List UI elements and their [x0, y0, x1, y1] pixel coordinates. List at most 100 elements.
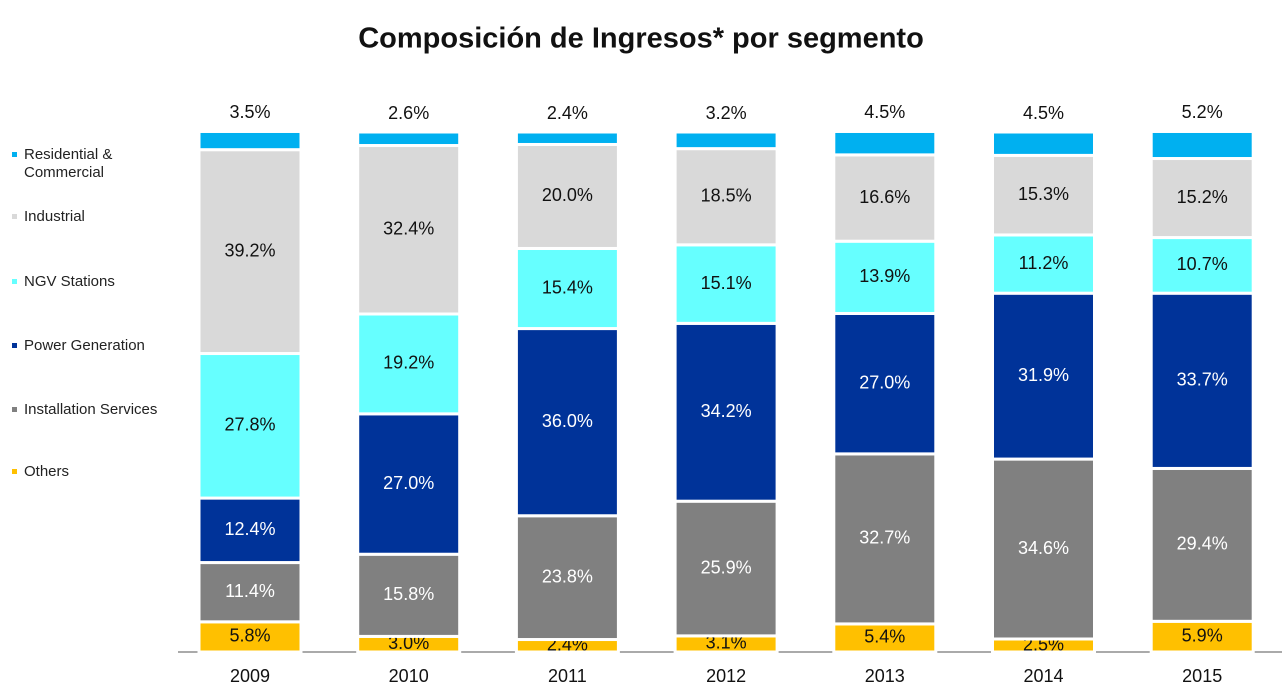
data-label: 27.0% [859, 372, 910, 392]
bar-segment [832, 153, 938, 243]
bar-segment [832, 239, 938, 315]
legend-item: Installation Services [12, 401, 162, 419]
data-label: 15.2% [1177, 187, 1228, 207]
bar-segment [673, 243, 779, 325]
bar-segment [1149, 236, 1255, 295]
data-label: 27.0% [383, 473, 434, 493]
chart-title: Composición de Ingresos* por segmento [358, 23, 924, 55]
data-label: 5.2% [1182, 102, 1223, 122]
data-label: 3.5% [229, 102, 270, 122]
data-label: 27.8% [224, 415, 275, 435]
legend-item: Industrial [12, 208, 162, 226]
data-label: 25.9% [701, 557, 752, 577]
data-label: 33.7% [1177, 370, 1228, 390]
data-label: 19.2% [383, 353, 434, 373]
data-label: 15.1% [701, 273, 752, 293]
bar-segment [197, 352, 303, 500]
bar-segment [356, 412, 462, 556]
bar-segment [673, 147, 779, 247]
data-label: 5.4% [864, 627, 905, 647]
data-label: 15.3% [1018, 184, 1069, 204]
x-tick-label: 2013 [865, 666, 905, 686]
legend-marker [12, 152, 17, 157]
legend-marker [12, 407, 17, 412]
data-label: 32.4% [383, 219, 434, 239]
legend-marker [12, 469, 17, 474]
data-label: 15.4% [542, 277, 593, 297]
bar-segment [514, 142, 620, 250]
bar-segment [514, 130, 620, 146]
bar-segment [991, 233, 1096, 295]
data-label: 31.9% [1018, 365, 1069, 385]
legend-label: Others [24, 463, 70, 480]
data-label: 3.2% [706, 103, 747, 123]
data-label: 23.8% [542, 566, 593, 586]
bar-segment [673, 321, 779, 503]
bar-segment [197, 129, 303, 152]
bar-segment [356, 312, 462, 416]
data-label: 36.0% [542, 411, 593, 431]
data-label: 3.0% [388, 633, 429, 653]
data-label: 12.4% [224, 519, 275, 539]
bar-segment [991, 457, 1096, 641]
bar-segment [1149, 157, 1255, 240]
x-tick-label: 2015 [1182, 666, 1222, 686]
legend-item: Others [12, 463, 162, 481]
bar-segment [1149, 129, 1255, 161]
legend-item: Residential & Commercial [12, 146, 162, 182]
data-label: 13.9% [859, 266, 910, 286]
legend-label: Installation Services [24, 401, 158, 418]
data-label: 32.7% [859, 528, 910, 548]
data-label: 2.6% [388, 103, 429, 123]
legend-label: Power Generation [24, 337, 145, 354]
data-label: 3.1% [706, 633, 747, 653]
data-label: 34.2% [701, 401, 752, 421]
legend-marker [12, 279, 17, 284]
bar-segment [197, 620, 303, 654]
data-label: 4.5% [864, 102, 905, 122]
data-label: 20.0% [542, 185, 593, 205]
bar-segment [832, 129, 938, 157]
data-label: 2.4% [547, 103, 588, 123]
bar-segment [991, 130, 1096, 157]
bar-segment [197, 148, 303, 356]
bar-segment [514, 246, 620, 331]
bar-segment [832, 622, 938, 654]
bar-segment [991, 153, 1096, 237]
x-tick-label: 2012 [706, 666, 746, 686]
x-tick-label: 2010 [389, 666, 429, 686]
bar-segment [832, 452, 938, 626]
x-tick-label: 2014 [1023, 666, 1063, 686]
bar-segment [356, 552, 462, 638]
data-label: 15.8% [383, 584, 434, 604]
data-label: 29.4% [1177, 534, 1228, 554]
legend-item: NGV Stations [12, 273, 162, 291]
legend-label: Industrial [24, 208, 85, 225]
bar-segment [1149, 291, 1255, 470]
bar-segment [356, 130, 462, 148]
legend-label: Residential & Commercial [24, 146, 113, 181]
data-label: 34.6% [1018, 538, 1069, 558]
data-label: 16.6% [859, 187, 910, 207]
data-label: 4.5% [1023, 103, 1064, 123]
x-tick-label: 2009 [230, 666, 270, 686]
x-tick-label: 2011 [548, 666, 587, 686]
bar-segment [832, 311, 938, 456]
legend-item: Power Generation [12, 337, 162, 355]
data-label: 5.9% [1182, 625, 1223, 645]
bar-segment [673, 499, 779, 638]
data-label: 10.7% [1177, 254, 1228, 274]
bar-segment [673, 130, 779, 151]
data-label: 11.2% [1019, 253, 1069, 273]
bar-segment [197, 561, 303, 624]
legend-label: NGV Stations [24, 273, 115, 290]
bar-segment [356, 144, 462, 316]
data-label: 18.5% [701, 185, 752, 205]
data-label: 5.8% [229, 626, 270, 646]
data-label: 39.2% [224, 240, 275, 260]
legend-marker [12, 343, 17, 348]
bar-segment [514, 514, 620, 642]
bar-segment [1149, 619, 1255, 654]
